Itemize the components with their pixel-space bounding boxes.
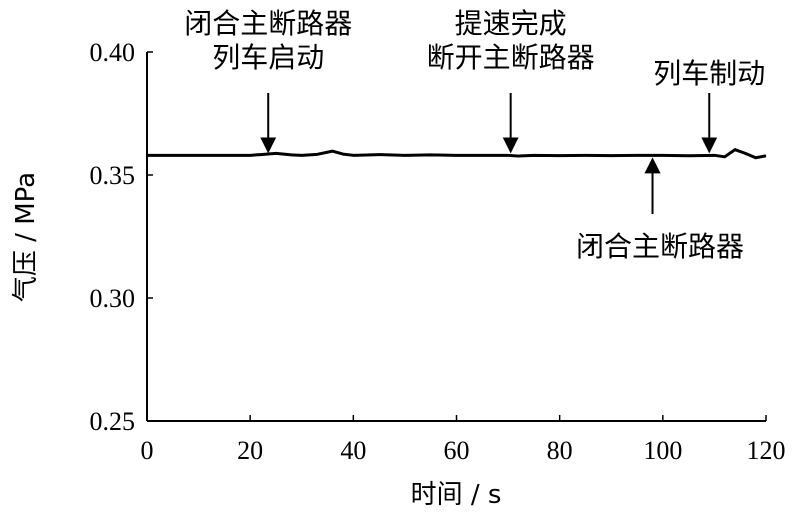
x-axis-ticks: 0 20 40 60 80 100 120 — [141, 415, 786, 465]
annotation-label: 提速完成 — [455, 7, 567, 40]
x-axis-title: 时间 / s — [411, 480, 502, 510]
x-tick-label: 20 — [237, 436, 263, 465]
annotation-label: 列车制动 — [653, 57, 765, 90]
annotation-label: 闭合主断路器 — [576, 230, 744, 263]
x-tick-label: 40 — [340, 436, 366, 465]
y-axis-title: 气压 / MPa — [11, 172, 41, 302]
annotation-label: 断开主断路器 — [427, 41, 595, 74]
y-tick-label: 0.40 — [90, 38, 136, 67]
x-tick-label: 60 — [444, 436, 470, 465]
x-tick-label: 100 — [643, 436, 682, 465]
annotation-label: 列车启动 — [212, 41, 324, 74]
y-tick-label: 0.35 — [90, 161, 136, 190]
y-tick-label: 0.30 — [90, 284, 136, 313]
annotation: 列车制动 — [653, 57, 765, 154]
series-layer — [147, 148, 767, 160]
series-line — [147, 148, 767, 160]
x-tick-label: 0 — [141, 436, 154, 465]
y-axis-ticks: 0.25 0.30 0.35 0.40 — [90, 38, 153, 436]
x-tick-label: 80 — [547, 436, 573, 465]
x-tick-label: 120 — [747, 436, 786, 465]
annotation: 闭合主断路器 — [576, 157, 744, 263]
y-tick-label: 0.25 — [90, 407, 136, 436]
annotation-label: 闭合主断路器 — [184, 7, 352, 40]
